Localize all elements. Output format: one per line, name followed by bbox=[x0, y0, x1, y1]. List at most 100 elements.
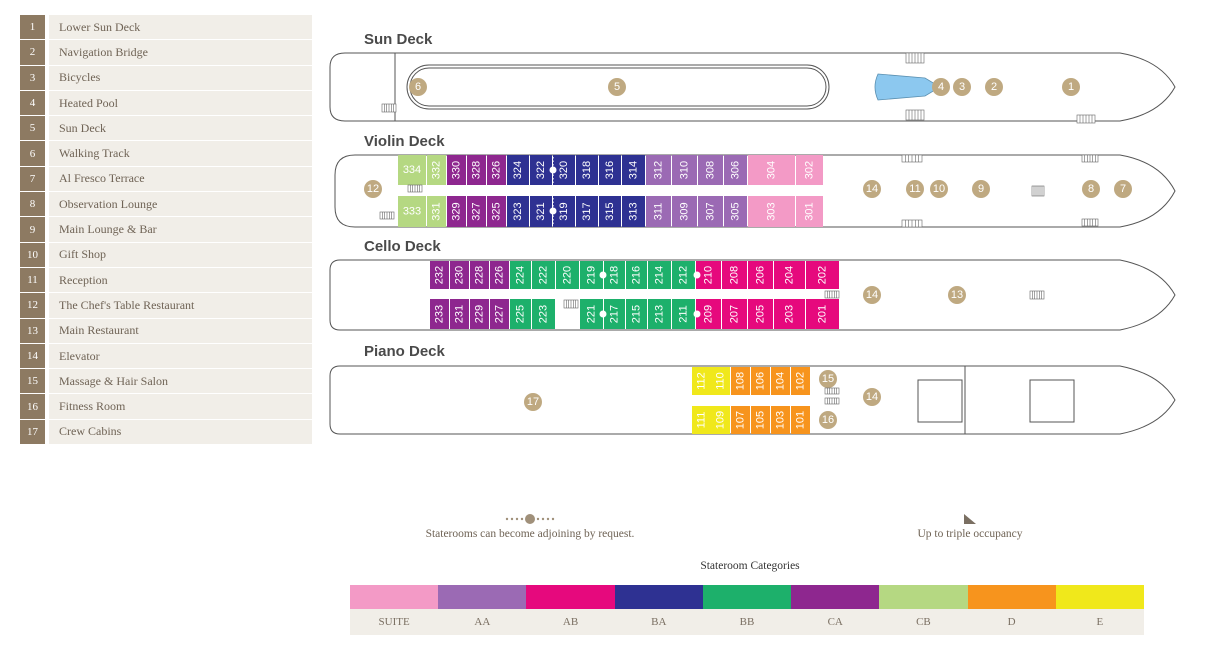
poi-marker[interactable]: 1 bbox=[1062, 78, 1080, 96]
stateroom[interactable]: 214 bbox=[648, 261, 671, 289]
stateroom[interactable]: 216 bbox=[626, 261, 647, 289]
stateroom[interactable]: 325 bbox=[487, 196, 506, 227]
stateroom[interactable]: 203 bbox=[774, 299, 805, 329]
stateroom[interactable]: 207 bbox=[722, 299, 747, 329]
poi-marker[interactable]: 9 bbox=[972, 180, 990, 198]
stateroom-box bbox=[626, 261, 647, 289]
poi-marker[interactable]: 14 bbox=[863, 180, 881, 198]
poi-circle bbox=[1114, 180, 1132, 198]
stateroom[interactable]: 228 bbox=[470, 261, 489, 289]
stateroom[interactable]: 231 bbox=[450, 299, 469, 329]
stateroom[interactable]: 224 bbox=[510, 261, 531, 289]
stateroom[interactable]: 227 bbox=[490, 299, 509, 329]
stateroom[interactable]: 311 bbox=[646, 196, 671, 227]
stateroom[interactable]: 327 bbox=[467, 196, 486, 227]
stateroom[interactable]: 305 bbox=[724, 196, 747, 227]
poi-marker[interactable]: 15 bbox=[819, 370, 837, 388]
poi-marker[interactable]: 10 bbox=[930, 180, 948, 198]
stateroom[interactable]: 204 bbox=[774, 261, 805, 289]
stateroom[interactable]: 206 bbox=[748, 261, 773, 289]
stateroom[interactable]: 302 bbox=[796, 155, 823, 185]
stateroom[interactable]: 329 bbox=[447, 196, 466, 227]
poi-marker[interactable]: 3 bbox=[953, 78, 971, 96]
stateroom[interactable]: 333 bbox=[398, 196, 426, 227]
stateroom[interactable]: 317 bbox=[576, 196, 598, 227]
stateroom[interactable]: 308 bbox=[698, 155, 723, 185]
stateroom[interactable]: 220 bbox=[556, 261, 579, 289]
stateroom[interactable]: 229 bbox=[470, 299, 489, 329]
stateroom[interactable]: 319 bbox=[553, 196, 575, 227]
stateroom[interactable]: 205 bbox=[748, 299, 773, 329]
stateroom[interactable]: 212 bbox=[672, 261, 695, 289]
stateroom[interactable]: 109 bbox=[711, 406, 730, 434]
poi-marker[interactable]: 12 bbox=[364, 180, 382, 198]
stateroom[interactable]: 322 bbox=[530, 155, 552, 185]
stateroom[interactable]: 211 bbox=[672, 299, 695, 329]
stateroom[interactable]: 326 bbox=[487, 155, 506, 185]
stateroom[interactable]: 215 bbox=[626, 299, 647, 329]
stateroom[interactable]: 313 bbox=[622, 196, 645, 227]
stateroom[interactable]: 202 bbox=[806, 261, 839, 289]
stateroom[interactable]: 306 bbox=[724, 155, 747, 185]
stateroom[interactable]: 328 bbox=[467, 155, 486, 185]
stateroom[interactable]: 323 bbox=[507, 196, 529, 227]
poi-marker[interactable]: 5 bbox=[608, 78, 626, 96]
stateroom[interactable]: 101 bbox=[791, 406, 810, 434]
stateroom[interactable]: 223 bbox=[532, 299, 555, 329]
stateroom[interactable]: 320 bbox=[553, 155, 575, 185]
stateroom[interactable]: 304 bbox=[748, 155, 795, 185]
poi-marker[interactable]: 2 bbox=[985, 78, 1003, 96]
stateroom[interactable]: 230 bbox=[450, 261, 469, 289]
poi-marker[interactable]: 7 bbox=[1114, 180, 1132, 198]
stateroom[interactable]: 316 bbox=[599, 155, 621, 185]
stateroom[interactable]: 221 bbox=[580, 299, 603, 329]
poi-marker[interactable]: 14 bbox=[863, 388, 881, 406]
stateroom[interactable]: 307 bbox=[698, 196, 723, 227]
stateroom[interactable]: 314 bbox=[622, 155, 645, 185]
stateroom[interactable]: 217 bbox=[604, 299, 625, 329]
stateroom[interactable]: 111 bbox=[692, 406, 711, 434]
stateroom[interactable]: 310 bbox=[672, 155, 697, 185]
stateroom[interactable]: 110 bbox=[711, 367, 730, 395]
stateroom[interactable]: 106 bbox=[751, 367, 770, 395]
stateroom[interactable]: 324 bbox=[507, 155, 529, 185]
stateroom[interactable]: 226 bbox=[490, 261, 509, 289]
stateroom[interactable]: 331 bbox=[427, 196, 446, 227]
stateroom[interactable]: 222 bbox=[532, 261, 555, 289]
stateroom[interactable]: 315 bbox=[599, 196, 621, 227]
stateroom[interactable]: 321 bbox=[530, 196, 552, 227]
stateroom[interactable]: 218 bbox=[604, 261, 625, 289]
stateroom[interactable]: 201 bbox=[806, 299, 839, 329]
poi-marker[interactable]: 11 bbox=[906, 180, 924, 198]
stateroom[interactable]: 233 bbox=[430, 299, 449, 329]
stateroom[interactable]: 301 bbox=[796, 196, 823, 227]
poi-marker[interactable]: 17 bbox=[524, 393, 542, 411]
poi-marker[interactable]: 6 bbox=[409, 78, 427, 96]
stateroom[interactable]: 232 bbox=[430, 261, 449, 289]
stateroom[interactable]: 213 bbox=[648, 299, 671, 329]
adjoining-dot bbox=[599, 310, 607, 318]
stateroom[interactable]: 312 bbox=[646, 155, 671, 185]
stateroom[interactable]: 104 bbox=[771, 367, 790, 395]
stateroom[interactable]: 112 bbox=[692, 367, 711, 395]
stateroom[interactable]: 225 bbox=[510, 299, 531, 329]
stateroom[interactable]: 334 bbox=[398, 155, 426, 185]
stateroom[interactable]: 330 bbox=[447, 155, 466, 185]
stateroom[interactable]: 103 bbox=[771, 406, 790, 434]
stateroom[interactable]: 303 bbox=[748, 196, 795, 227]
poi-marker[interactable]: 4 bbox=[932, 78, 950, 96]
stateroom[interactable]: 309 bbox=[672, 196, 697, 227]
poi-marker[interactable]: 16 bbox=[819, 411, 837, 429]
stateroom[interactable]: 332 bbox=[427, 155, 446, 185]
stateroom[interactable]: 208 bbox=[722, 261, 747, 289]
stateroom[interactable]: 102 bbox=[791, 367, 810, 395]
stateroom[interactable]: 318 bbox=[576, 155, 598, 185]
stateroom[interactable]: 107 bbox=[731, 406, 750, 434]
stateroom[interactable]: 105 bbox=[751, 406, 770, 434]
poi-marker[interactable]: 14 bbox=[863, 286, 881, 304]
poi-number: 2 bbox=[991, 81, 997, 93]
poi-marker[interactable]: 8 bbox=[1082, 180, 1100, 198]
poi-marker[interactable]: 13 bbox=[948, 286, 966, 304]
stateroom[interactable]: 219 bbox=[580, 261, 603, 289]
stateroom[interactable]: 108 bbox=[731, 367, 750, 395]
